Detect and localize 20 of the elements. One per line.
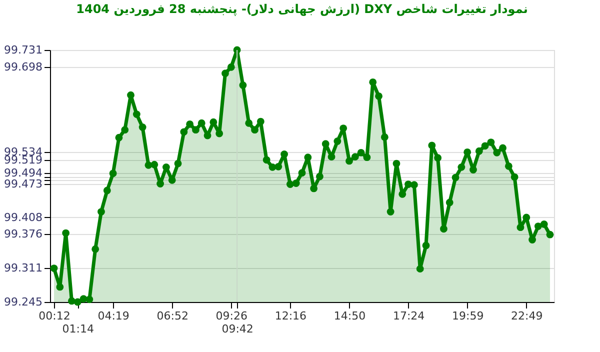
chart-title: نمودار تغییرات شاخص DXY (ارزش جهانی دلار)- پنجشنبه 28 فروردین 1404	[76, 2, 528, 16]
x-tick-label: 12:16	[274, 310, 307, 322]
y-tick-label: 99.245	[4, 296, 42, 308]
x-tick-label: 14:50	[334, 310, 366, 322]
y-tick-label: 99.311	[4, 261, 42, 274]
x-tick-label: 01:14	[62, 322, 94, 336]
x-tick-label: 06:52	[156, 310, 188, 322]
x-tick-label: 09:26	[216, 310, 248, 322]
y-tick-label: 99.698	[4, 60, 42, 74]
x-tick-label: 00:12	[38, 310, 70, 322]
y-tick-label: 99.473	[4, 177, 42, 190]
y-tick-label: 99.494	[4, 166, 42, 180]
y-tick-label: 99.376	[4, 228, 42, 241]
y-tick-label: 99.731	[4, 44, 42, 56]
x-tick-label: 22:49	[511, 310, 543, 322]
x-tick-label: 04:19	[98, 310, 130, 322]
x-tick-label: 09:42	[222, 322, 254, 336]
x-tick-label: 17:24	[392, 310, 425, 322]
x-tick-label: 19:59	[452, 310, 484, 322]
y-tick-label: 99.408	[4, 210, 42, 224]
